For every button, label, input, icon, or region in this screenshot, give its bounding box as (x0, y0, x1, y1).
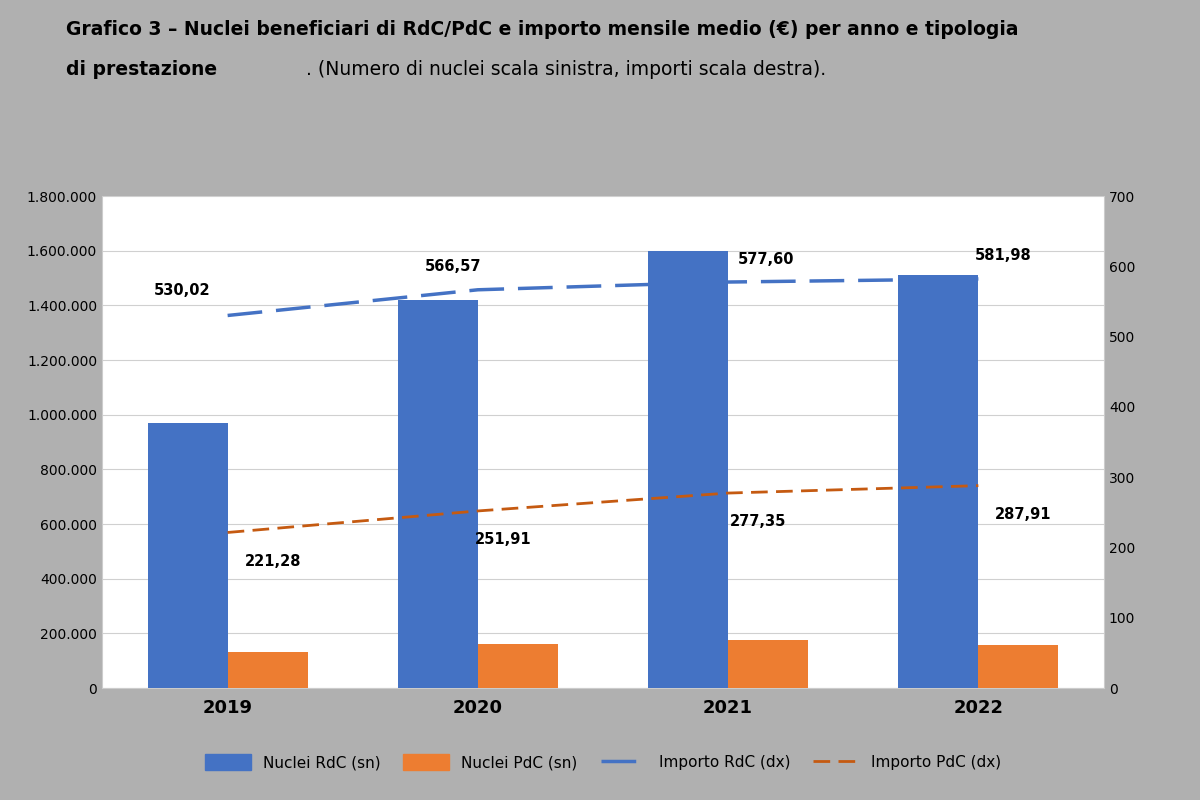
Bar (397, 300, 478, 688)
Legend: Nuclei RdC (sn), Nuclei PdC (sn), Importo RdC (dx), Importo PdC (dx): Nuclei RdC (sn), Nuclei PdC (sn), Import… (199, 748, 1007, 776)
Text: Grafico 3 – Nuclei beneficiari di RdC/PdC e importo mensile medio (€) per anno e: Grafico 3 – Nuclei beneficiari di RdC/Pd… (66, 20, 1019, 39)
Bar (728, 640, 809, 688)
Bar (978, 645, 1058, 688)
Bar (478, 644, 558, 688)
Bar (228, 653, 307, 688)
Text: 287,91: 287,91 (995, 506, 1051, 522)
Text: 221,28: 221,28 (245, 554, 301, 569)
Bar (148, 423, 228, 688)
Text: 566,57: 566,57 (425, 259, 481, 274)
Text: di prestazione: di prestazione (66, 60, 217, 79)
Bar (648, 250, 728, 688)
Text: 277,35: 277,35 (730, 514, 786, 529)
Text: 577,60: 577,60 (738, 251, 794, 266)
Text: 530,02: 530,02 (155, 283, 211, 298)
Text: . (Numero di nuclei scala sinistra, importi scala destra).: . (Numero di nuclei scala sinistra, impo… (306, 60, 826, 79)
Bar (899, 275, 978, 688)
Text: 251,91: 251,91 (474, 532, 532, 547)
Text: 581,98: 581,98 (976, 249, 1032, 263)
